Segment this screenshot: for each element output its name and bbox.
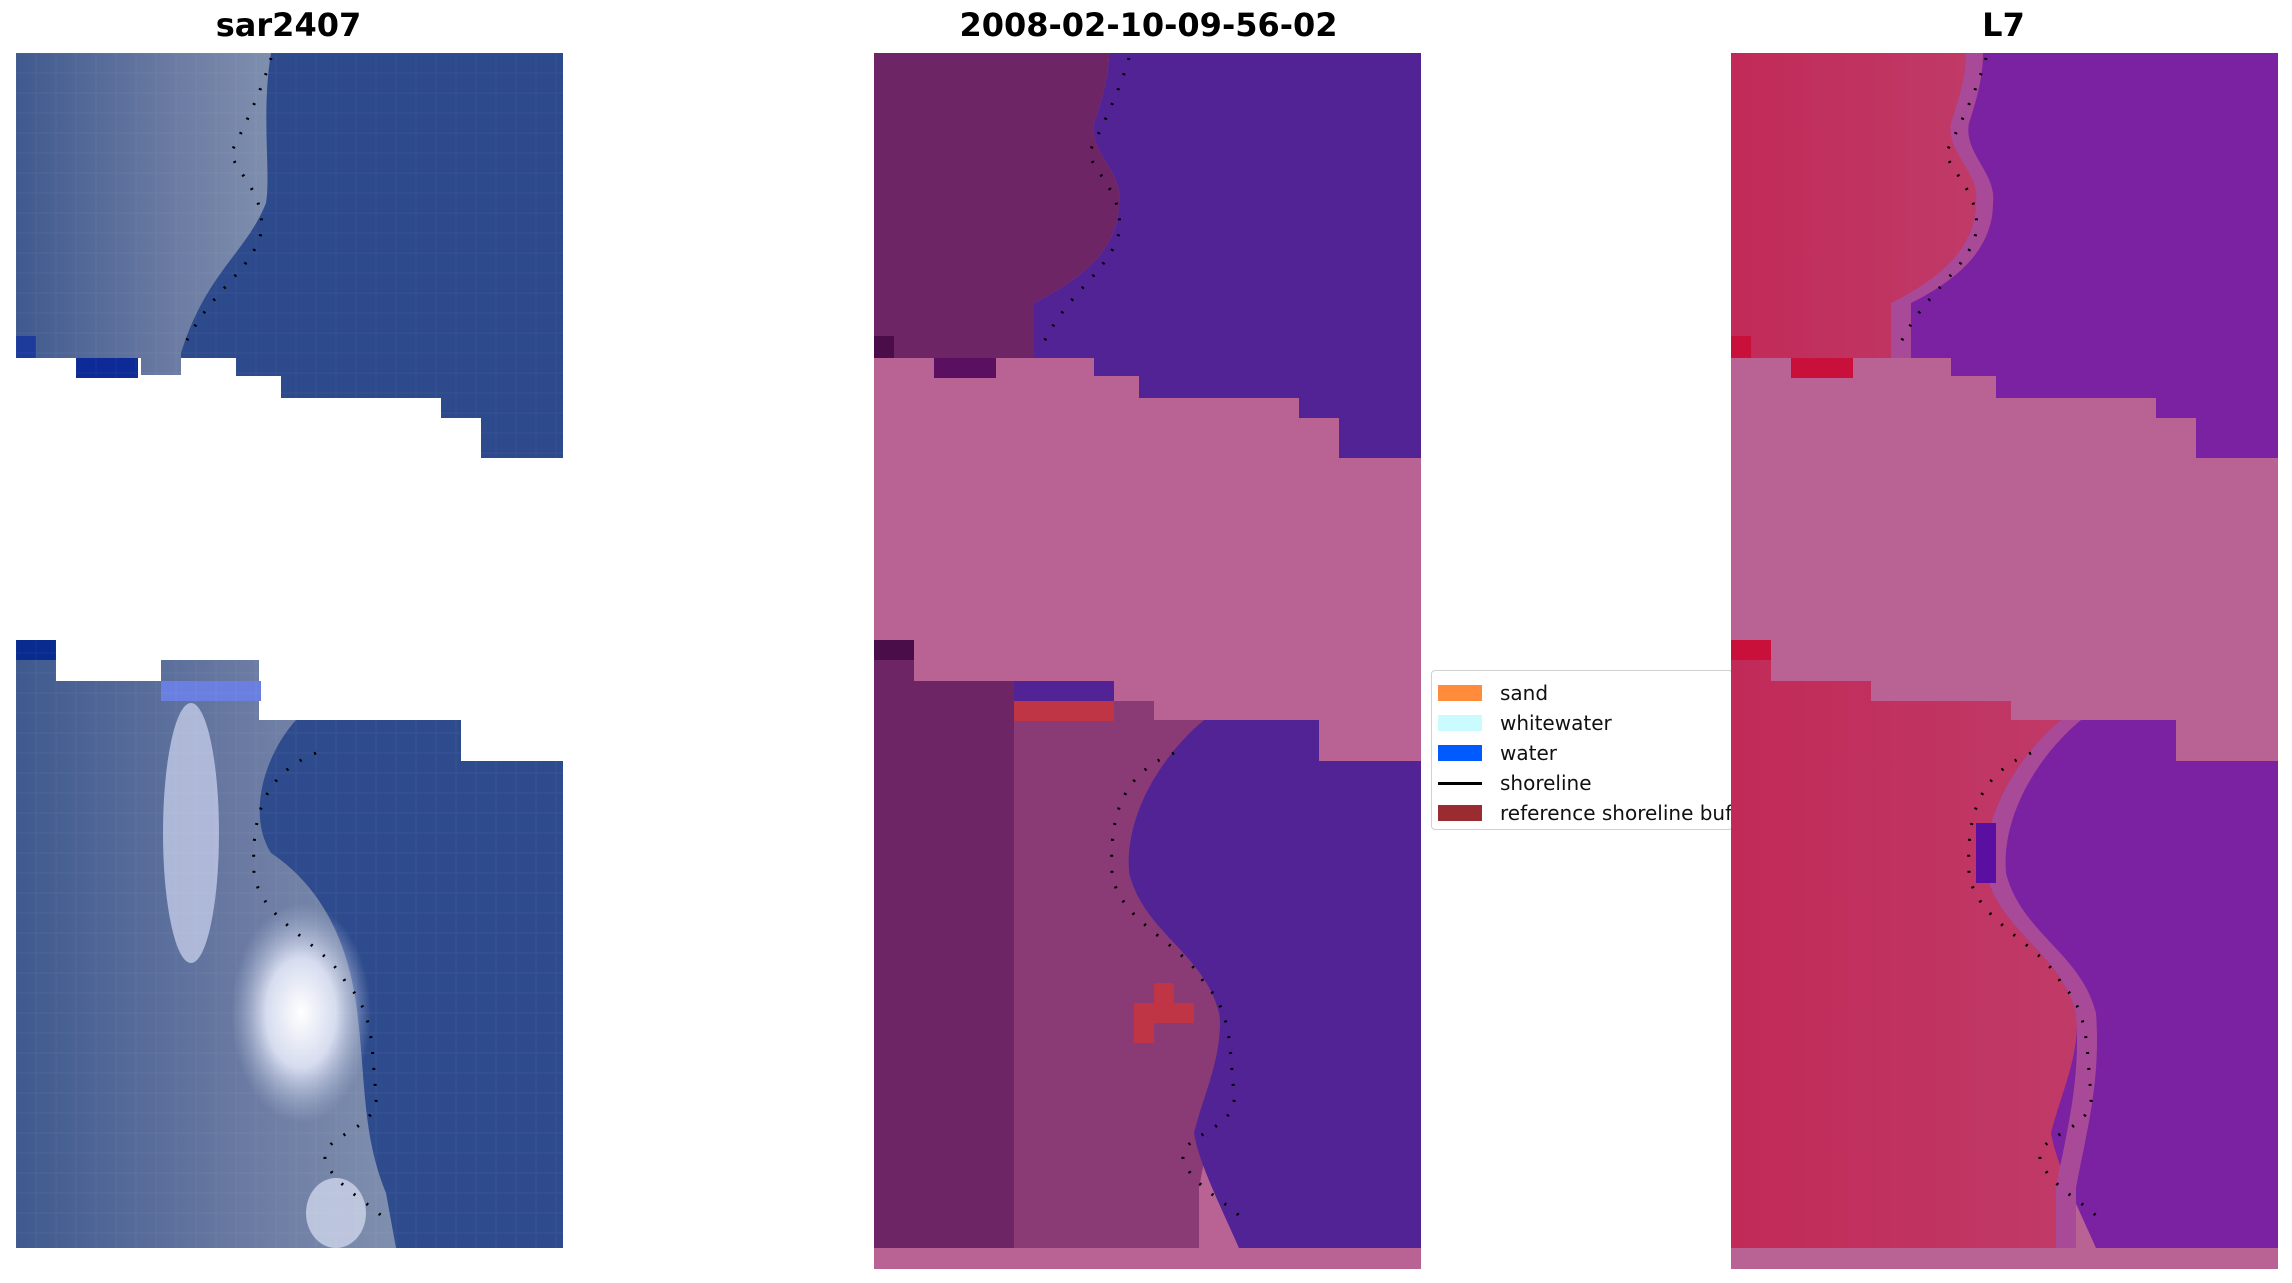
panel-title-rgb: sar2407	[215, 6, 362, 44]
legend-label-water: water	[1500, 741, 1557, 765]
legend-label-reference-buffer: reference shoreline buffer	[1500, 801, 1732, 825]
index-transition-top	[1891, 53, 1994, 358]
index-land-bottom	[1731, 640, 2077, 1248]
classified-water-top	[1034, 53, 1421, 458]
legend: sand whitewater water shoreline referenc…	[1431, 670, 1733, 830]
legend-item-shoreline: shoreline	[1432, 769, 1592, 797]
classified-dark-pixel-top	[874, 336, 894, 358]
classified-image-panel	[874, 53, 1421, 1269]
classified-buffer-strip	[1014, 701, 1114, 721]
legend-swatch-whitewater	[1438, 715, 1482, 731]
legend-label-shoreline: shoreline	[1500, 771, 1592, 795]
panel-title-classified: 2008-02-10-09-56-02	[959, 6, 1338, 44]
panel-title-index: L7	[1982, 6, 2025, 44]
index-transition-bottom	[1985, 720, 2097, 1248]
legend-line-shoreline	[1438, 781, 1482, 785]
legend-item-water: water	[1432, 739, 1557, 767]
index-red-pixel-bottom	[1731, 640, 1771, 660]
legend-swatch-sand	[1438, 685, 1482, 701]
legend-item-sand: sand	[1432, 679, 1548, 707]
classified-water-bottom	[1128, 720, 1421, 1248]
classified-water-strip	[1014, 681, 1114, 701]
index-water-bottom	[1985, 720, 2278, 1248]
index-land-top	[1731, 53, 1977, 358]
index-image-panel	[1731, 53, 2278, 1269]
classified-land-top	[874, 53, 1120, 358]
rgb-image-panel	[16, 53, 563, 1248]
legend-label-sand: sand	[1500, 681, 1549, 705]
classified-mid-land	[1014, 701, 1220, 1248]
classified-land-bottom	[874, 640, 1014, 1248]
index-red-strip-top	[1791, 358, 1853, 378]
classified-dark-pixel-bottom	[874, 640, 914, 660]
legend-item-reference-buffer: reference shoreline buffer	[1432, 799, 1732, 827]
legend-label-whitewater: whitewater	[1500, 711, 1612, 735]
classified-dark-strip-top	[934, 358, 996, 378]
index-water-top	[1891, 53, 2278, 458]
rgb-pixel-grid	[16, 53, 563, 1248]
classified-buffer-patch	[1134, 983, 1194, 1043]
legend-swatch-reference-buffer	[1438, 805, 1482, 821]
legend-item-whitewater: whitewater	[1432, 709, 1612, 737]
index-red-pixel-top	[1731, 336, 1751, 358]
index-dark-pixel-bottom	[1976, 823, 1996, 883]
legend-swatch-water	[1438, 745, 1482, 761]
